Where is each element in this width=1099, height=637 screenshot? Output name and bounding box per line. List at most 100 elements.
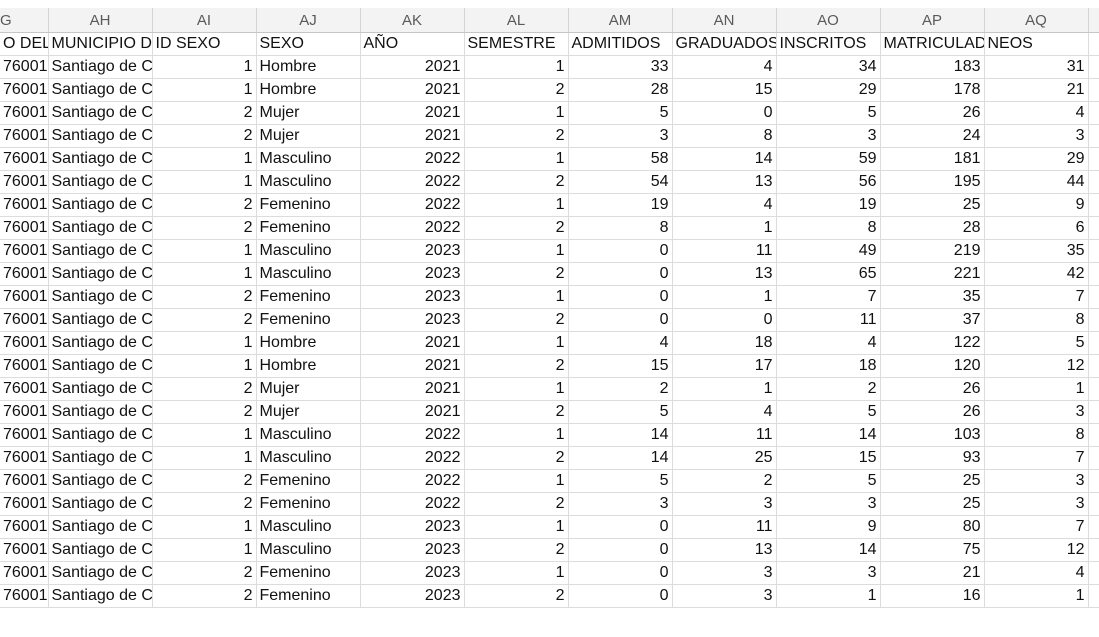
cell-semestre[interactable]: 1 [464, 193, 569, 217]
cell-sexo[interactable]: Masculino [256, 515, 361, 539]
cell-cod-municipio[interactable]: 76001 [0, 262, 49, 286]
cell-inscritos[interactable]: 5 [776, 400, 881, 424]
cell-empty[interactable] [1088, 101, 1099, 125]
cell-municipio[interactable]: Santiago de Ca [48, 308, 153, 332]
cell-ano[interactable]: 2023 [360, 515, 465, 539]
cell-ano[interactable]: 2021 [360, 101, 465, 125]
cell-cod-municipio[interactable]: 76001 [0, 55, 49, 79]
cell-admitidos[interactable]: 33 [568, 55, 673, 79]
cell-municipio[interactable]: Santiago de Ca [48, 354, 153, 378]
cell-ano[interactable]: 2021 [360, 55, 465, 79]
cell-ano[interactable]: 2022 [360, 216, 465, 240]
cell-cod-municipio[interactable]: 76001 [0, 78, 49, 102]
cell-primer-curso[interactable]: 4 [984, 561, 1089, 585]
cell-sexo[interactable]: Mujer [256, 124, 361, 148]
column-header-ar[interactable] [1088, 8, 1099, 33]
cell-primer-curso[interactable]: 21 [984, 78, 1089, 102]
cell-empty[interactable] [1088, 423, 1099, 447]
cell-matriculados[interactable]: 93 [880, 446, 985, 470]
cell-primer-curso[interactable]: 35 [984, 239, 1089, 263]
cell-graduados[interactable]: 13 [672, 538, 777, 562]
cell-municipio[interactable]: Santiago de Ca [48, 193, 153, 217]
cell-semestre[interactable]: 1 [464, 55, 569, 79]
cell-ano[interactable]: 2023 [360, 538, 465, 562]
cell-inscritos[interactable]: 5 [776, 101, 881, 125]
cell-municipio[interactable]: Santiago de Ca [48, 55, 153, 79]
cell-municipio[interactable]: Santiago de Ca [48, 561, 153, 585]
cell-matriculados[interactable]: 195 [880, 170, 985, 194]
cell-id-sexo[interactable]: 2 [152, 561, 257, 585]
cell-empty[interactable] [1088, 308, 1099, 332]
cell-primer-curso[interactable]: 3 [984, 124, 1089, 148]
cell-admitidos[interactable]: 28 [568, 78, 673, 102]
cell-empty[interactable] [1088, 216, 1099, 240]
cell-matriculados[interactable]: 25 [880, 492, 985, 516]
cell-cod-municipio[interactable]: 76001 [0, 124, 49, 148]
cell-inscritos[interactable]: 59 [776, 147, 881, 171]
column-header-ap[interactable]: AP [880, 8, 985, 33]
cell-cod-municipio[interactable]: 76001 [0, 561, 49, 585]
cell-graduados[interactable]: 11 [672, 423, 777, 447]
cell-ano[interactable]: 2021 [360, 78, 465, 102]
cell-id-sexo[interactable]: 1 [152, 446, 257, 470]
cell-graduados[interactable]: 3 [672, 584, 777, 608]
cell-ano[interactable]: 2023 [360, 285, 465, 309]
cell-inscritos[interactable]: 56 [776, 170, 881, 194]
cell-id-sexo[interactable]: 1 [152, 239, 257, 263]
cell-admitidos[interactable]: 14 [568, 446, 673, 470]
cell-admitidos[interactable]: 0 [568, 538, 673, 562]
column-header-ai[interactable]: AI [152, 8, 257, 33]
cell-inscritos[interactable]: 65 [776, 262, 881, 286]
cell-semestre[interactable]: 2 [464, 400, 569, 424]
cell-admitidos[interactable]: 0 [568, 515, 673, 539]
cell-graduados[interactable]: 15 [672, 78, 777, 102]
cell-sexo[interactable]: Masculino [256, 446, 361, 470]
cell-admitidos[interactable]: 0 [568, 239, 673, 263]
cell-id-sexo[interactable]: 1 [152, 55, 257, 79]
cell-semestre[interactable]: 1 [464, 147, 569, 171]
cell-semestre[interactable]: 2 [464, 78, 569, 102]
field-cell-inscritos[interactable]: INSCRITOS [776, 32, 881, 56]
cell-inscritos[interactable]: 15 [776, 446, 881, 470]
cell-semestre[interactable]: 2 [464, 492, 569, 516]
cell-municipio[interactable]: Santiago de Ca [48, 331, 153, 355]
cell-ano[interactable]: 2022 [360, 147, 465, 171]
cell-sexo[interactable]: Mujer [256, 101, 361, 125]
cell-graduados[interactable]: 4 [672, 55, 777, 79]
cell-matriculados[interactable]: 28 [880, 216, 985, 240]
cell-graduados[interactable]: 3 [672, 492, 777, 516]
cell-municipio[interactable]: Santiago de Ca [48, 538, 153, 562]
cell-ano[interactable]: 2022 [360, 446, 465, 470]
cell-admitidos[interactable]: 19 [568, 193, 673, 217]
cell-empty[interactable] [1088, 561, 1099, 585]
cell-matriculados[interactable]: 25 [880, 469, 985, 493]
cell-municipio[interactable]: Santiago de Ca [48, 469, 153, 493]
cell-matriculados[interactable]: 21 [880, 561, 985, 585]
field-cell-admitidos[interactable]: ADMITIDOS [568, 32, 673, 56]
cell-graduados[interactable]: 4 [672, 193, 777, 217]
cell-sexo[interactable]: Masculino [256, 423, 361, 447]
cell-matriculados[interactable]: 25 [880, 193, 985, 217]
cell-id-sexo[interactable]: 1 [152, 354, 257, 378]
cell-cod-municipio[interactable]: 76001 [0, 584, 49, 608]
cell-empty[interactable] [1088, 584, 1099, 608]
cell-primer-curso[interactable]: 3 [984, 469, 1089, 493]
cell-inscritos[interactable]: 19 [776, 193, 881, 217]
cell-sexo[interactable]: Masculino [256, 538, 361, 562]
cell-sexo[interactable]: Hombre [256, 55, 361, 79]
column-header-al[interactable]: AL [464, 8, 569, 33]
cell-cod-municipio[interactable]: 76001 [0, 101, 49, 125]
cell-ano[interactable]: 2022 [360, 423, 465, 447]
cell-primer-curso[interactable]: 7 [984, 515, 1089, 539]
cell-semestre[interactable]: 2 [464, 124, 569, 148]
cell-semestre[interactable]: 1 [464, 377, 569, 401]
cell-admitidos[interactable]: 5 [568, 101, 673, 125]
cell-graduados[interactable]: 13 [672, 262, 777, 286]
field-cell-graduados[interactable]: GRADUADOS [672, 32, 777, 56]
cell-graduados[interactable]: 18 [672, 331, 777, 355]
cell-semestre[interactable]: 2 [464, 170, 569, 194]
cell-graduados[interactable]: 0 [672, 101, 777, 125]
cell-sexo[interactable]: Masculino [256, 262, 361, 286]
cell-inscritos[interactable]: 4 [776, 331, 881, 355]
cell-sexo[interactable]: Hombre [256, 331, 361, 355]
